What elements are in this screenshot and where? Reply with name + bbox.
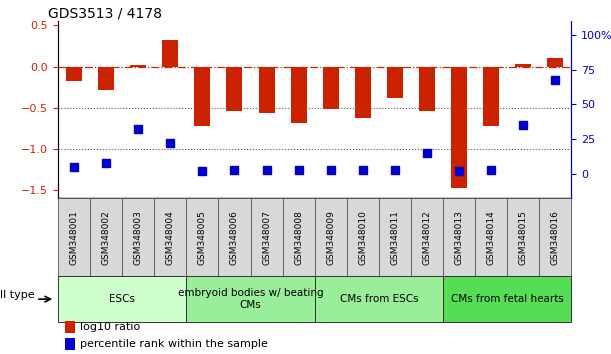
Text: GSM348011: GSM348011 [390,210,400,265]
Text: GSM348016: GSM348016 [551,210,560,265]
Bar [411,198,443,276]
Bar [219,198,251,276]
Bar [475,198,507,276]
Bar [194,67,210,126]
Point [358,167,368,172]
Point [166,141,175,146]
Bar [355,67,371,118]
Bar [186,198,219,276]
Text: log10 ratio: log10 ratio [80,322,141,332]
Point [197,168,207,174]
Text: GSM348001: GSM348001 [70,210,79,265]
Text: GSM348014: GSM348014 [486,210,496,264]
Text: percentile rank within the sample: percentile rank within the sample [80,339,268,349]
Bar [65,338,75,350]
Text: GSM348007: GSM348007 [262,210,271,265]
Text: GSM348015: GSM348015 [519,210,528,265]
Text: CMs from fetal hearts: CMs from fetal hearts [451,294,563,304]
Point [133,127,143,132]
Bar [155,198,186,276]
Bar [451,67,467,188]
Text: GSM348010: GSM348010 [358,210,367,265]
Bar [315,198,347,276]
Point [326,167,335,172]
Text: CMs from ESCs: CMs from ESCs [340,294,418,304]
Bar [507,198,540,276]
Bar [291,67,307,122]
Bar [443,198,475,276]
Point [294,167,304,172]
Bar [443,276,571,322]
Point [454,168,464,174]
Bar [258,67,274,113]
Text: embryoid bodies w/ beating
CMs: embryoid bodies w/ beating CMs [178,288,323,310]
Text: GSM348013: GSM348013 [455,210,464,265]
Bar [379,198,411,276]
Bar [163,40,178,67]
Bar [58,276,186,322]
Text: GSM348005: GSM348005 [198,210,207,265]
Bar [122,198,155,276]
Bar [98,67,114,90]
Text: GSM348006: GSM348006 [230,210,239,265]
Bar [347,198,379,276]
Bar [515,64,531,67]
Text: GSM348004: GSM348004 [166,210,175,264]
Text: cell type: cell type [0,290,35,299]
Bar [65,321,75,333]
Bar [323,67,338,109]
Text: GSM348008: GSM348008 [294,210,303,265]
Bar [419,67,435,111]
Point [262,167,271,172]
Bar [483,67,499,126]
Point [551,77,560,82]
Point [101,160,111,166]
Point [422,150,432,156]
Point [390,167,400,172]
Bar [58,198,90,276]
Bar [251,198,283,276]
Point [518,122,528,128]
Bar [387,67,403,98]
Bar [547,58,563,67]
Bar [130,65,146,67]
Bar [186,276,315,322]
Bar [66,67,82,81]
Text: GDS3513 / 4178: GDS3513 / 4178 [48,6,162,20]
Bar [540,198,571,276]
Point [69,164,79,170]
Bar [283,198,315,276]
Bar [315,276,443,322]
Text: GSM348003: GSM348003 [134,210,143,265]
Text: GSM348002: GSM348002 [101,210,111,264]
Text: GSM348009: GSM348009 [326,210,335,265]
Bar [90,198,122,276]
Point [230,167,240,172]
Text: ESCs: ESCs [109,294,135,304]
Bar [227,67,243,111]
Point [486,167,496,172]
Text: GSM348012: GSM348012 [422,210,431,264]
